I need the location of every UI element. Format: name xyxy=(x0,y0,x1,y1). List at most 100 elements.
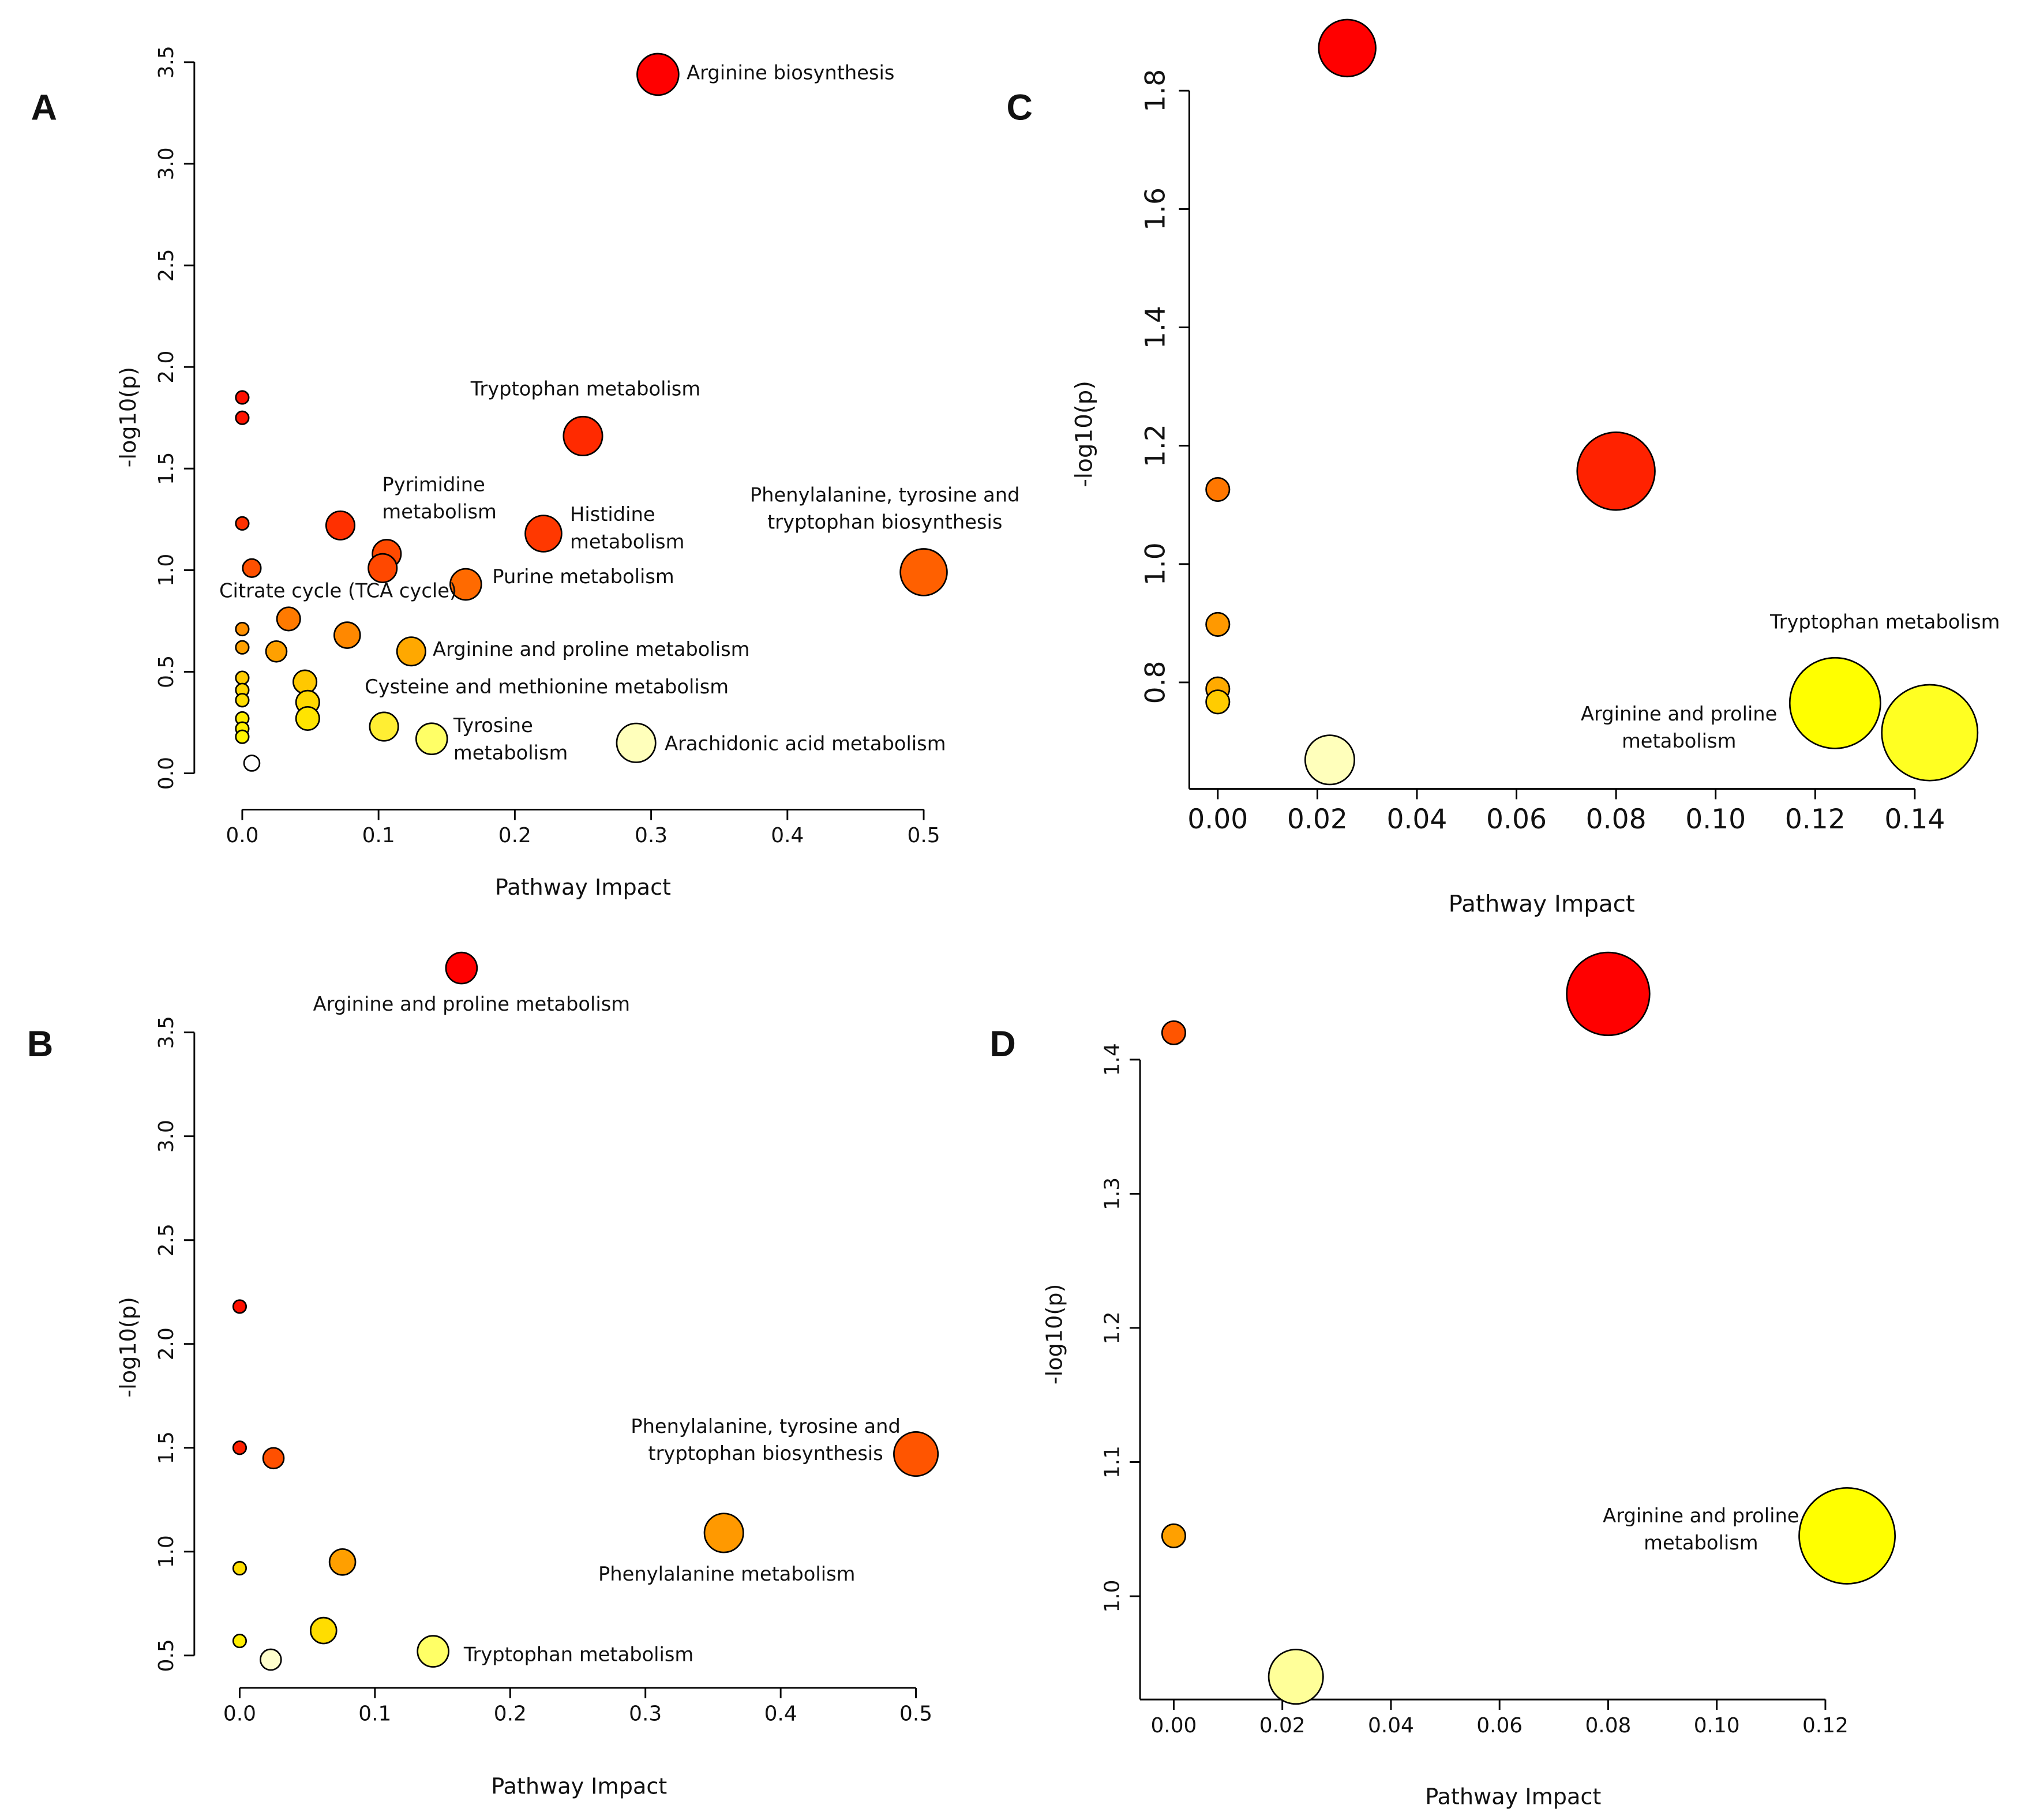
bubble xyxy=(235,516,250,531)
y-tick-label: 0.5 xyxy=(155,655,178,688)
bubble xyxy=(369,711,399,742)
y-tick-label: 1.0 xyxy=(1100,1580,1124,1613)
x-tick-label: 0.00 xyxy=(1150,1714,1197,1738)
annotation: Tryptophan metabolism xyxy=(463,1643,693,1665)
bubble xyxy=(1161,1523,1186,1548)
x-tick-label: 0.08 xyxy=(1585,1714,1631,1738)
y-tick-label: 1.5 xyxy=(155,1431,178,1464)
x-axis-title: Pathway Impact xyxy=(1425,1784,1601,1810)
annotation: Arginine and proline metabolism xyxy=(433,638,749,661)
annotation: metabolism xyxy=(453,741,568,764)
annotation: metabolism xyxy=(1644,1532,1758,1554)
annotation: Pyrimidine xyxy=(382,474,485,496)
y-tick-label: 0.0 xyxy=(155,757,178,790)
x-axis-title: Pathway Impact xyxy=(491,1774,667,1799)
annotation: tryptophan biosynthesis xyxy=(648,1442,883,1465)
x-tick-label: 0.12 xyxy=(1802,1714,1848,1738)
y-tick-label: 3.0 xyxy=(155,147,178,180)
annotation: Arginine and proline metabolism xyxy=(313,993,630,1015)
bubble xyxy=(445,951,478,985)
x-tick-label: 0.2 xyxy=(494,1702,527,1726)
annotation: Tryptophan metabolism xyxy=(1769,611,2000,633)
y-axis-title: -log10(p) xyxy=(116,367,141,467)
bubble xyxy=(893,1431,939,1477)
bubble xyxy=(524,515,563,553)
bubble xyxy=(235,693,250,708)
bubble xyxy=(235,640,250,655)
y-tick-label: 1.2 xyxy=(1140,424,1172,467)
y-tick-label: 2.0 xyxy=(155,1327,178,1360)
bubble xyxy=(235,390,250,405)
bubble xyxy=(616,722,657,763)
bubble xyxy=(1205,476,1231,502)
bubble xyxy=(232,1561,247,1576)
bubble xyxy=(293,669,318,695)
y-tick-label: 1.4 xyxy=(1100,1043,1124,1076)
panel-label: A xyxy=(31,88,57,128)
bubble xyxy=(309,1616,338,1645)
bubble xyxy=(295,706,320,731)
bubble xyxy=(636,52,680,96)
annotation: Histidine xyxy=(570,503,655,526)
x-tick-label: 0.06 xyxy=(1476,1714,1523,1738)
x-tick-label: 0.2 xyxy=(498,824,531,847)
bubble xyxy=(1318,18,1377,78)
annotation: Cysteine and methionine metabolism xyxy=(365,676,729,698)
x-tick-label: 0.04 xyxy=(1368,1714,1414,1738)
annotation: metabolism xyxy=(382,501,496,523)
bubble xyxy=(325,510,356,541)
x-tick-label: 0.00 xyxy=(1187,804,1248,835)
bubble xyxy=(899,548,948,596)
x-tick-label: 0.0 xyxy=(223,1702,256,1726)
bubble xyxy=(1205,611,1231,637)
y-tick-label: 1.5 xyxy=(155,452,178,485)
bubble xyxy=(563,415,603,456)
bubble xyxy=(232,1634,247,1649)
x-tick-label: 0.1 xyxy=(362,824,395,847)
annotation: metabolism xyxy=(1622,730,1736,752)
bubble xyxy=(232,1299,247,1314)
y-tick-label: 3.0 xyxy=(155,1120,178,1153)
annotation: Tyrosine xyxy=(453,714,533,737)
annotation: Arachidonic acid metabolism xyxy=(665,733,946,755)
y-tick-label: 1.2 xyxy=(1100,1311,1124,1344)
x-tick-label: 0.3 xyxy=(629,1702,662,1726)
annotation: Arginine and proline xyxy=(1581,703,1777,725)
y-tick-label: 1.0 xyxy=(155,1535,178,1568)
x-axis-title: Pathway Impact xyxy=(495,875,671,900)
bubble xyxy=(1304,734,1355,786)
x-axis-title: Pathway Impact xyxy=(1449,890,1635,918)
y-tick-label: 1.6 xyxy=(1140,187,1172,231)
y-tick-label: 0.8 xyxy=(1140,661,1172,704)
y-tick-label: 0.5 xyxy=(155,1639,178,1672)
y-tick-label: 3.5 xyxy=(155,46,178,78)
bubble xyxy=(260,1648,282,1671)
y-tick-label: 1.1 xyxy=(1100,1446,1124,1478)
annotation: Arginine biosynthesis xyxy=(687,62,894,84)
x-tick-label: 0.10 xyxy=(1694,1714,1740,1738)
x-tick-label: 0.02 xyxy=(1259,1714,1306,1738)
y-tick-label: 1.4 xyxy=(1140,306,1172,349)
bubble xyxy=(262,1447,285,1470)
x-tick-label: 0.4 xyxy=(764,1702,797,1726)
annotation: Phenylalanine metabolism xyxy=(598,1563,855,1585)
y-axis-title: -log10(p) xyxy=(116,1297,141,1397)
x-tick-label: 0.12 xyxy=(1785,804,1846,835)
bubble xyxy=(1881,684,1979,782)
x-tick-label: 0.06 xyxy=(1486,804,1547,835)
annotation: tryptophan biosynthesis xyxy=(767,511,1002,534)
y-tick-label: 1.0 xyxy=(1140,542,1172,586)
bubble xyxy=(333,621,361,649)
bubble xyxy=(265,640,288,663)
bubble xyxy=(242,558,262,578)
bubble xyxy=(415,722,448,756)
y-axis-title: -log10(p) xyxy=(1070,381,1098,487)
x-tick-label: 0.08 xyxy=(1586,804,1647,835)
x-tick-label: 0.5 xyxy=(899,1702,932,1726)
bubble xyxy=(1205,689,1231,715)
x-tick-label: 0.0 xyxy=(226,824,258,847)
bubble xyxy=(396,636,426,667)
annotation: metabolism xyxy=(570,530,684,553)
bubble xyxy=(1566,951,1651,1037)
